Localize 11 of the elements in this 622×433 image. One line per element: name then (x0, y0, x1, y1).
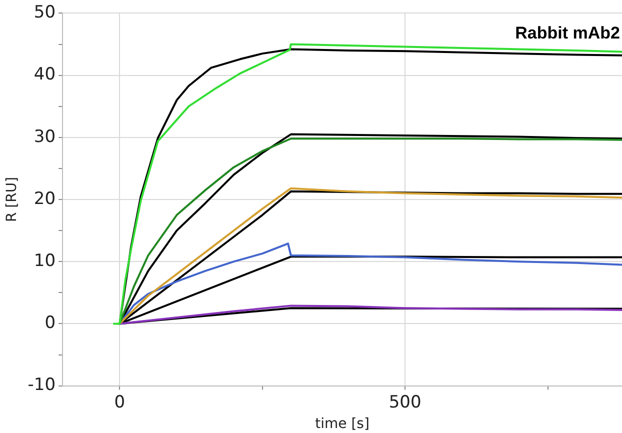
y-tick-label: 0 (44, 313, 56, 334)
y-tick-label: 10 (34, 251, 56, 272)
y-tick-label: 50 (34, 2, 56, 23)
y-tick-label: 30 (34, 126, 56, 147)
annotation: Rabbit mAb2 (515, 23, 620, 42)
y-tick-label: -10 (28, 375, 56, 396)
y-tick-label: 40 (34, 64, 56, 85)
y-axis-title: R [RU] (4, 176, 20, 222)
x-tick-label: 500 (388, 392, 422, 412)
x-axis-title: time [s] (315, 416, 370, 432)
y-tick-label: 20 (34, 188, 56, 209)
